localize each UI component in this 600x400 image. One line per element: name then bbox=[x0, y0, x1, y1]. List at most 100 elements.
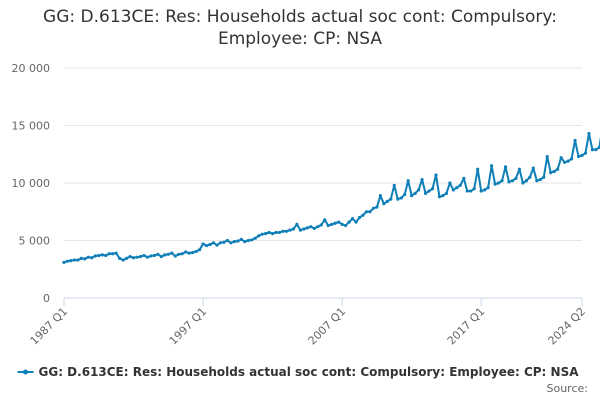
data-point[interactable] bbox=[493, 182, 497, 186]
data-point[interactable] bbox=[215, 243, 219, 247]
data-point[interactable] bbox=[191, 250, 195, 255]
data-point[interactable] bbox=[344, 223, 348, 228]
data-point[interactable] bbox=[444, 191, 449, 195]
data-point[interactable] bbox=[90, 256, 94, 260]
data-point[interactable] bbox=[503, 165, 508, 169]
data-point[interactable] bbox=[270, 232, 275, 236]
data-point[interactable] bbox=[274, 230, 278, 235]
data-point[interactable] bbox=[142, 253, 146, 258]
data-point[interactable] bbox=[410, 194, 414, 198]
data-point[interactable] bbox=[128, 255, 132, 259]
data-point[interactable] bbox=[583, 151, 588, 155]
data-point[interactable] bbox=[250, 238, 254, 242]
data-point[interactable] bbox=[423, 191, 428, 195]
data-point[interactable] bbox=[152, 253, 156, 258]
data-point[interactable] bbox=[549, 171, 553, 175]
data-point[interactable] bbox=[236, 239, 240, 243]
data-point[interactable] bbox=[382, 202, 386, 206]
data-point[interactable] bbox=[406, 179, 410, 183]
data-point[interactable] bbox=[357, 215, 362, 220]
data-point[interactable] bbox=[517, 167, 522, 171]
data-point[interactable] bbox=[257, 234, 261, 238]
data-point[interactable] bbox=[138, 255, 143, 259]
data-point[interactable] bbox=[396, 197, 400, 201]
data-point[interactable] bbox=[107, 252, 111, 256]
data-point[interactable] bbox=[385, 199, 389, 203]
data-point[interactable] bbox=[79, 256, 83, 260]
data-point[interactable] bbox=[392, 183, 396, 187]
data-point[interactable] bbox=[378, 194, 382, 198]
data-point[interactable] bbox=[166, 252, 170, 256]
data-point[interactable] bbox=[521, 181, 525, 185]
data-point[interactable] bbox=[184, 250, 188, 254]
data-point[interactable] bbox=[173, 254, 177, 258]
data-point[interactable] bbox=[496, 181, 501, 185]
data-point[interactable] bbox=[465, 189, 469, 193]
data-point[interactable] bbox=[375, 205, 379, 209]
data-point[interactable] bbox=[145, 255, 150, 259]
data-point[interactable] bbox=[531, 166, 535, 170]
data-point[interactable] bbox=[350, 217, 355, 221]
data-point[interactable] bbox=[434, 173, 438, 177]
data-point[interactable] bbox=[111, 252, 115, 256]
data-point[interactable] bbox=[225, 238, 229, 243]
data-point[interactable] bbox=[222, 240, 226, 244]
data-point[interactable] bbox=[507, 180, 511, 184]
data-point[interactable] bbox=[420, 177, 424, 182]
data-point[interactable] bbox=[277, 230, 282, 235]
data-point[interactable] bbox=[458, 183, 462, 187]
data-point[interactable] bbox=[469, 189, 473, 193]
data-point[interactable] bbox=[490, 164, 494, 168]
data-point[interactable] bbox=[149, 254, 153, 258]
data-point[interactable] bbox=[340, 222, 344, 226]
data-point[interactable] bbox=[573, 138, 577, 143]
data-point[interactable] bbox=[476, 167, 480, 171]
data-point[interactable] bbox=[430, 187, 435, 191]
data-point[interactable] bbox=[472, 187, 476, 191]
data-point[interactable] bbox=[177, 252, 181, 256]
data-point[interactable] bbox=[569, 157, 574, 161]
data-point[interactable] bbox=[288, 228, 292, 232]
data-point[interactable] bbox=[316, 225, 320, 229]
data-point[interactable] bbox=[211, 241, 216, 245]
data-point[interactable] bbox=[62, 260, 66, 264]
series-line[interactable] bbox=[63, 91, 600, 264]
data-point[interactable] bbox=[552, 169, 556, 174]
data-point[interactable] bbox=[319, 223, 323, 227]
data-point[interactable] bbox=[229, 241, 233, 245]
data-point[interactable] bbox=[427, 189, 431, 193]
data-point[interactable] bbox=[208, 242, 212, 247]
data-point[interactable] bbox=[451, 188, 455, 192]
data-point[interactable] bbox=[295, 222, 299, 226]
data-point[interactable] bbox=[556, 167, 560, 171]
data-point[interactable] bbox=[437, 195, 442, 199]
data-point[interactable] bbox=[563, 160, 567, 164]
data-point[interactable] bbox=[239, 237, 243, 241]
data-point[interactable] bbox=[524, 179, 528, 183]
data-point[interactable] bbox=[194, 249, 198, 254]
data-point[interactable] bbox=[302, 227, 306, 231]
data-point[interactable] bbox=[135, 255, 139, 259]
data-point[interactable] bbox=[594, 148, 598, 152]
data-point[interactable] bbox=[121, 258, 125, 262]
data-point[interactable] bbox=[267, 230, 271, 235]
data-point[interactable] bbox=[323, 218, 327, 222]
data-point[interactable] bbox=[559, 156, 563, 160]
data-point[interactable] bbox=[76, 258, 80, 262]
data-point[interactable] bbox=[264, 232, 268, 236]
data-point[interactable] bbox=[576, 154, 581, 159]
data-point[interactable] bbox=[65, 259, 70, 263]
data-point[interactable] bbox=[187, 251, 191, 255]
data-point[interactable] bbox=[253, 236, 257, 240]
data-point[interactable] bbox=[587, 131, 591, 136]
data-point[interactable] bbox=[201, 242, 205, 246]
data-point[interactable] bbox=[159, 255, 163, 259]
data-point[interactable] bbox=[448, 181, 452, 185]
data-point[interactable] bbox=[368, 210, 372, 214]
data-point[interactable] bbox=[243, 240, 247, 244]
data-point[interactable] bbox=[281, 229, 285, 233]
data-point[interactable] bbox=[500, 179, 504, 183]
data-point[interactable] bbox=[204, 244, 209, 248]
data-point[interactable] bbox=[399, 196, 403, 200]
data-point[interactable] bbox=[417, 188, 421, 192]
